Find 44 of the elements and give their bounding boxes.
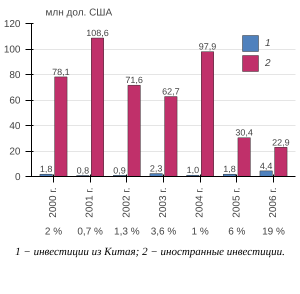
- bar: [260, 170, 273, 176]
- data-label: 0,8: [76, 165, 90, 176]
- y-axis-title: млн дол. США: [46, 8, 112, 18]
- legend-label: 1: [265, 38, 272, 48]
- y-tick-label: 100: [4, 44, 21, 56]
- x-tick-label: 2003 г.: [158, 187, 169, 218]
- text: 0,7 %: [77, 226, 104, 238]
- y-tick-label: 40: [9, 121, 21, 132]
- bar: [164, 96, 178, 176]
- text: 2 %: [44, 226, 62, 238]
- data-label: 2,3: [150, 164, 162, 174]
- x-tick-label: 2002 г.: [121, 187, 132, 218]
- y-tick-label: 60: [9, 96, 21, 106]
- data-label: 0,9: [113, 165, 126, 176]
- y-tick-label: 80: [9, 70, 21, 81]
- bar: [54, 76, 68, 176]
- x-tick-label: 2006 г.: [268, 187, 279, 218]
- legend-label: 2: [265, 58, 272, 68]
- text: 19 %: [262, 226, 286, 238]
- text: 1 − инвестиции из Китая; 2 − иностранные инвестиции.: [15, 245, 285, 260]
- data-label: 1,8: [40, 164, 52, 174]
- text: 1,3 %: [114, 226, 140, 238]
- x-tick-label: 2001 г.: [84, 187, 96, 218]
- data-label: 30,4: [235, 128, 253, 138]
- data-label: 1,0: [186, 165, 200, 176]
- x-tick-label: 2005 г.: [231, 187, 242, 218]
- data-label: 62,7: [162, 86, 180, 97]
- data-label: 1,8: [223, 164, 236, 174]
- x-tick-label: 2000 г.: [48, 187, 59, 218]
- text: 6 %: [228, 226, 246, 238]
- y-tick-label: 0: [14, 172, 21, 183]
- data-label: 97,9: [198, 42, 216, 52]
- text: 3,6 %: [150, 226, 176, 238]
- data-label: 108,6: [86, 28, 109, 38]
- text: 1 %: [192, 226, 209, 238]
- data-label: 71,6: [125, 75, 143, 86]
- bar: [150, 173, 163, 176]
- data-label: 4,4: [260, 160, 272, 171]
- y-tick-label: 20: [9, 146, 21, 158]
- x-tick-label: 2004 г.: [194, 187, 206, 218]
- bar: [274, 147, 288, 176]
- data-label: 22,9: [272, 137, 290, 148]
- y-tick-label: 120: [4, 19, 21, 30]
- data-label: 78,1: [52, 66, 70, 77]
